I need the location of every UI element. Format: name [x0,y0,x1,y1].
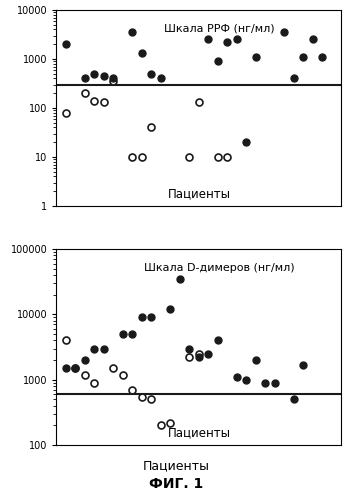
Text: Пациенты: Пациенты [168,187,230,200]
Text: Шкала D-димеров (нг/мл): Шкала D-димеров (нг/мл) [144,263,294,273]
Text: Шкала РРФ (нг/мл): Шкала РРФ (нг/мл) [164,24,274,34]
Text: Пациенты: Пациенты [143,460,209,472]
Text: Пациенты: Пациенты [168,426,230,439]
Text: ФИГ. 1: ФИГ. 1 [149,477,203,491]
